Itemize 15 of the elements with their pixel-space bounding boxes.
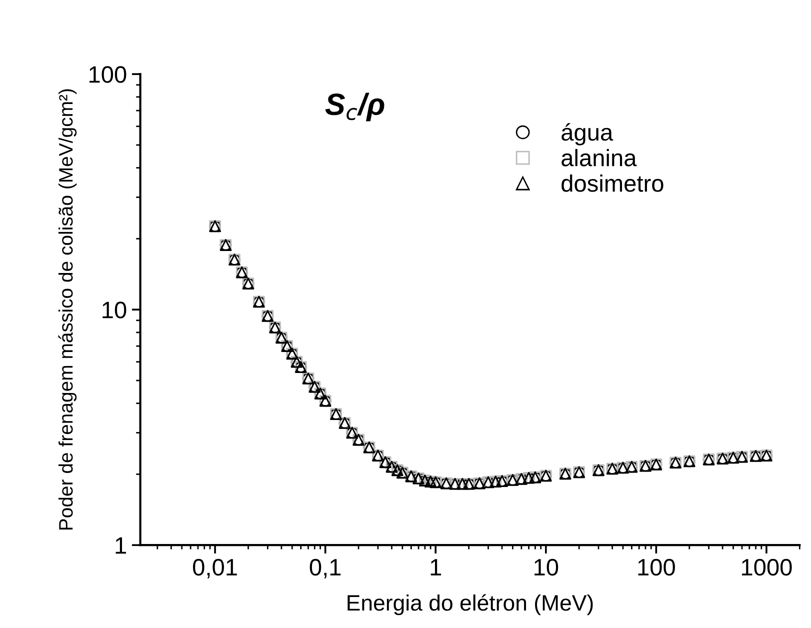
y-tick-label: 10 (102, 302, 126, 318)
y-tick-label: 100 (90, 66, 126, 83)
x-tick-label: 10 (534, 558, 558, 576)
x-tick-label: 0,01 (192, 558, 237, 578)
x-tick-label: 100 (638, 558, 675, 576)
x-tick-label: 1000 (742, 558, 792, 576)
legend-label: dosimetro (562, 174, 664, 192)
legend-label: alanina (562, 148, 637, 166)
x-tick-label: 1 (430, 559, 442, 576)
legend-label: água (562, 123, 614, 146)
y-tick-label: 1 (116, 537, 126, 554)
x-axis-title: Energia do elétron (MeV) (348, 594, 593, 616)
x-tick-label: 0,1 (310, 558, 341, 578)
y-axis-title: Poder de frenagem mássico de colisão (MeV/gcm²) (58, 89, 77, 530)
text: S$_{c}$/ρ (325, 92, 384, 122)
